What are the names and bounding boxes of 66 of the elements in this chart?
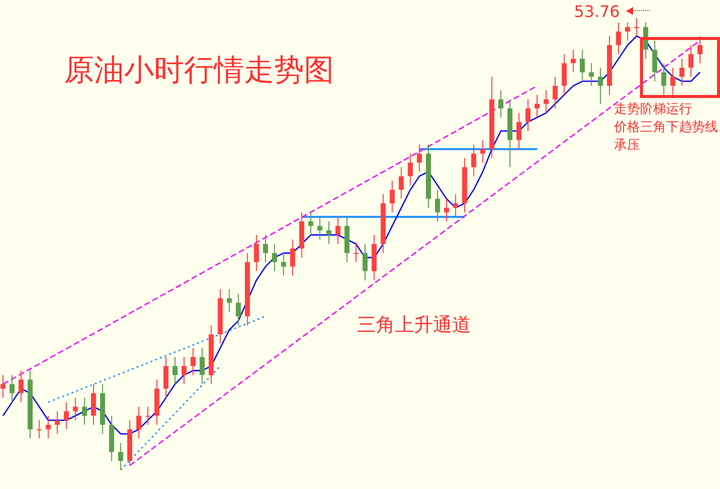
candlestick bbox=[82, 397, 87, 426]
text: 原油小时行情走势图 bbox=[64, 52, 334, 90]
candlestick bbox=[226, 288, 232, 312]
candlestick bbox=[18, 370, 24, 403]
annotation: 承压 bbox=[614, 138, 640, 154]
candlestick bbox=[544, 90, 549, 114]
candlestick bbox=[398, 166, 404, 200]
annotation: 53.76 bbox=[574, 2, 620, 22]
candlestick bbox=[516, 112, 522, 150]
candlestick bbox=[688, 44, 694, 78]
candlestick bbox=[408, 153, 413, 186]
candlestick bbox=[326, 220, 332, 244]
candlestick bbox=[46, 415, 51, 439]
candlestick bbox=[698, 36, 702, 64]
candlestick bbox=[0, 374, 6, 398]
candlestick bbox=[598, 67, 603, 104]
candlestick bbox=[588, 62, 594, 86]
annotation: 价格三角下趋势线 bbox=[614, 120, 718, 136]
candlestick bbox=[136, 406, 142, 439]
candlestick bbox=[182, 356, 187, 385]
candlestick bbox=[625, 22, 630, 42]
candlestick bbox=[453, 194, 458, 218]
candlestick bbox=[362, 244, 368, 281]
candlestick bbox=[526, 98, 531, 132]
candlestick bbox=[634, 18, 640, 37]
candlestick bbox=[416, 144, 422, 172]
candlestick bbox=[679, 58, 684, 86]
candlestick bbox=[290, 238, 296, 276]
annotation: 三角上升通道 bbox=[357, 314, 471, 337]
candlestick bbox=[54, 410, 60, 434]
candlestick bbox=[661, 62, 666, 96]
candlestick bbox=[354, 244, 359, 263]
candlestick bbox=[434, 189, 440, 222]
candlestick bbox=[200, 347, 205, 385]
candlestick bbox=[580, 49, 585, 82]
candlestick bbox=[552, 76, 558, 109]
candlestick bbox=[444, 198, 450, 222]
candlestick bbox=[616, 22, 622, 55]
candlestick bbox=[172, 356, 178, 385]
candlestick bbox=[534, 94, 540, 118]
candlestick bbox=[390, 180, 395, 213]
candlestick bbox=[91, 384, 96, 426]
candlestick bbox=[317, 216, 322, 240]
candlestick bbox=[335, 216, 340, 244]
candlestick bbox=[163, 356, 168, 398]
candlestick bbox=[562, 54, 567, 96]
candlestick bbox=[652, 40, 658, 82]
candlestick bbox=[308, 212, 314, 236]
candlestick bbox=[480, 140, 486, 164]
candlestick bbox=[263, 234, 268, 263]
candlestick bbox=[570, 49, 576, 73]
annotation: 走势阶梯运行 bbox=[614, 102, 692, 118]
candlestick bbox=[498, 90, 504, 118]
candlestick bbox=[118, 442, 124, 470]
candlestick bbox=[36, 420, 42, 439]
candlestick bbox=[254, 234, 259, 272]
candlestick bbox=[670, 67, 676, 96]
candlestick bbox=[471, 144, 476, 177]
candlestick bbox=[64, 402, 69, 430]
candlestick bbox=[281, 252, 286, 276]
candlestick bbox=[145, 406, 150, 426]
candlestick bbox=[272, 244, 278, 272]
candlestick bbox=[190, 347, 196, 376]
candlestick bbox=[72, 397, 78, 421]
candlestick bbox=[236, 293, 241, 326]
candlestick bbox=[10, 374, 15, 403]
